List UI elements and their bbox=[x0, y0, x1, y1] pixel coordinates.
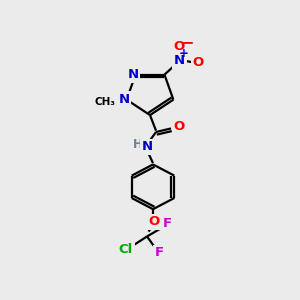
Text: CH₃: CH₃ bbox=[94, 98, 116, 107]
Text: Cl: Cl bbox=[119, 243, 133, 256]
Text: O: O bbox=[173, 120, 185, 133]
Text: N: N bbox=[118, 93, 130, 106]
Text: H: H bbox=[133, 138, 143, 151]
Text: N: N bbox=[128, 68, 139, 81]
Text: O: O bbox=[148, 215, 160, 228]
Text: O: O bbox=[192, 56, 204, 69]
Text: N: N bbox=[141, 140, 153, 154]
Text: O: O bbox=[174, 40, 185, 53]
Text: F: F bbox=[155, 246, 164, 259]
Text: −: − bbox=[180, 35, 194, 50]
Text: F: F bbox=[163, 218, 172, 230]
Text: +: + bbox=[179, 47, 189, 60]
Text: N: N bbox=[174, 54, 185, 67]
